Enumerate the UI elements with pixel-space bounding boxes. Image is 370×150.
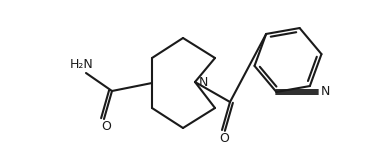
Text: N: N xyxy=(198,75,208,88)
Text: O: O xyxy=(219,132,229,144)
Text: O: O xyxy=(101,120,111,134)
Text: H₂N: H₂N xyxy=(70,58,94,72)
Text: N: N xyxy=(321,85,330,98)
